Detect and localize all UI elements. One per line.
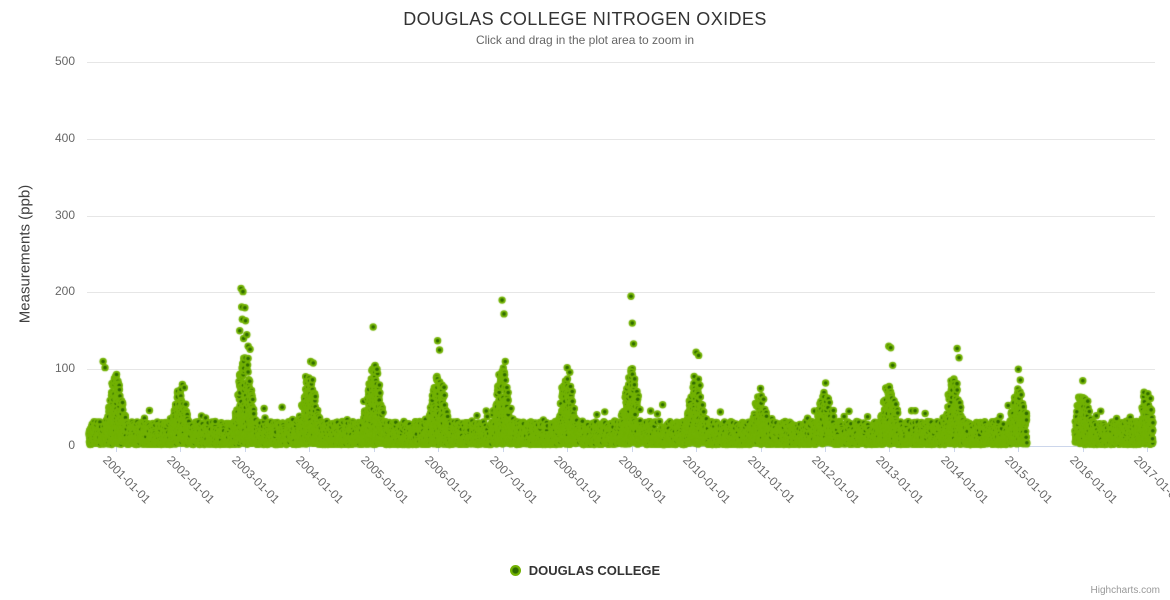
- legend-item-douglas-college[interactable]: DOUGLAS COLLEGE: [509, 563, 661, 578]
- series-marker-icon: [509, 565, 521, 576]
- credits-link[interactable]: Highcharts.com: [1090, 585, 1160, 596]
- legend: DOUGLAS COLLEGE: [0, 563, 1170, 578]
- legend-label: DOUGLAS COLLEGE: [528, 563, 661, 578]
